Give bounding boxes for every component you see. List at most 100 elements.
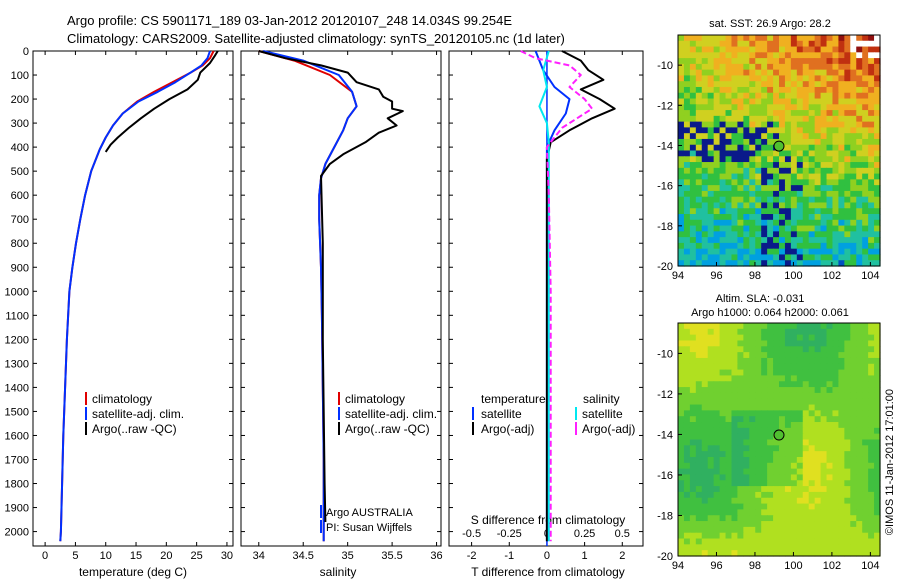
legend-satellite: satellite-adj. clim. bbox=[92, 407, 184, 421]
map-cell bbox=[689, 352, 697, 359]
map-cell bbox=[731, 121, 739, 129]
map-cell bbox=[719, 196, 727, 204]
map-cell bbox=[796, 237, 804, 244]
map-cell bbox=[802, 497, 810, 505]
map-cell bbox=[773, 334, 780, 342]
map-cell bbox=[862, 352, 869, 359]
map-cell bbox=[743, 75, 750, 82]
map-cell bbox=[707, 509, 715, 516]
map-cell bbox=[808, 375, 816, 382]
map-cell bbox=[850, 323, 857, 330]
map-cell bbox=[874, 156, 881, 163]
map-cell bbox=[874, 346, 881, 353]
map-cell bbox=[856, 121, 863, 129]
map-cell bbox=[731, 58, 739, 65]
map-cell bbox=[731, 398, 739, 406]
map-cell bbox=[796, 121, 804, 129]
map-cell bbox=[695, 392, 703, 400]
map-cell bbox=[743, 515, 750, 522]
map-cell bbox=[790, 98, 798, 105]
map-cell bbox=[832, 133, 840, 140]
map-cell bbox=[689, 456, 697, 464]
map-cell bbox=[755, 133, 762, 140]
map-cell bbox=[862, 462, 869, 470]
map-cell bbox=[850, 375, 857, 382]
map-cell bbox=[773, 133, 780, 140]
map-cell bbox=[767, 515, 774, 522]
map-cell bbox=[820, 526, 828, 534]
map-cell bbox=[683, 219, 691, 227]
map-cell bbox=[678, 416, 685, 423]
map-cell bbox=[767, 497, 774, 505]
axes: 34 34.5 35 35.5 36 bbox=[240, 50, 443, 562]
map-cell bbox=[838, 185, 845, 192]
map-cell bbox=[689, 334, 697, 342]
map-cell bbox=[743, 98, 750, 105]
map-cell bbox=[850, 480, 857, 487]
map-cell bbox=[689, 75, 697, 82]
map-cell bbox=[802, 550, 810, 557]
map-cell bbox=[790, 521, 798, 528]
map-cell bbox=[767, 462, 774, 470]
map-cell bbox=[707, 92, 715, 100]
map-cell bbox=[713, 451, 721, 458]
x-tick-label: 5 bbox=[72, 550, 78, 562]
map-cell bbox=[743, 352, 750, 359]
map-cell bbox=[790, 387, 798, 394]
map-cell bbox=[796, 439, 804, 446]
map-cell bbox=[695, 462, 703, 470]
x2-tick-label: -0.25 bbox=[497, 528, 522, 540]
map-cell bbox=[796, 503, 804, 510]
map-cell bbox=[767, 110, 774, 117]
map-cell bbox=[761, 69, 768, 77]
map-cell bbox=[713, 179, 721, 186]
map-cell bbox=[678, 538, 685, 545]
map-cell bbox=[678, 52, 685, 59]
map-cell bbox=[713, 110, 721, 117]
sst-map-title: sat. SST: 26.9 Argo: 28.2 bbox=[709, 18, 831, 30]
map-cell bbox=[802, 115, 810, 123]
map-cell bbox=[820, 208, 828, 215]
map-cell bbox=[784, 202, 792, 209]
map-cell bbox=[826, 138, 834, 146]
map-cell bbox=[826, 110, 834, 117]
map-cell bbox=[731, 52, 739, 59]
map-cell bbox=[790, 225, 798, 232]
map-cell bbox=[773, 127, 780, 134]
map-cell bbox=[832, 110, 840, 117]
map-cell bbox=[683, 46, 691, 53]
map-cell bbox=[749, 98, 756, 105]
map-cell bbox=[719, 144, 727, 152]
map-cell bbox=[784, 248, 792, 256]
map-cell bbox=[713, 162, 721, 169]
map-cell bbox=[850, 456, 857, 464]
map-cell bbox=[790, 179, 798, 186]
map-cell bbox=[749, 40, 756, 48]
map-cell bbox=[784, 260, 792, 267]
map-cell bbox=[683, 179, 691, 186]
map-cell bbox=[773, 491, 780, 499]
map-cell bbox=[850, 150, 857, 157]
map-cell bbox=[868, 497, 875, 505]
map-cell bbox=[731, 491, 739, 499]
map-cell bbox=[832, 248, 840, 256]
map-cell bbox=[814, 451, 822, 458]
map-cell bbox=[707, 445, 715, 452]
map-cell bbox=[856, 509, 863, 516]
map-cell bbox=[689, 86, 697, 94]
map-cell bbox=[790, 35, 798, 42]
map-cell bbox=[832, 156, 840, 163]
map-cell bbox=[719, 404, 727, 411]
map-cell bbox=[814, 162, 822, 169]
map-cell bbox=[808, 398, 816, 406]
map-cell bbox=[707, 416, 715, 423]
map-cell bbox=[773, 357, 780, 365]
map-cell bbox=[802, 254, 810, 261]
map-cell bbox=[725, 219, 733, 227]
map-cell bbox=[713, 503, 721, 510]
map-cell bbox=[808, 52, 816, 59]
map-cell bbox=[695, 381, 703, 388]
map-cell bbox=[844, 404, 851, 411]
map-cell bbox=[850, 369, 857, 377]
map-cell bbox=[779, 98, 786, 105]
